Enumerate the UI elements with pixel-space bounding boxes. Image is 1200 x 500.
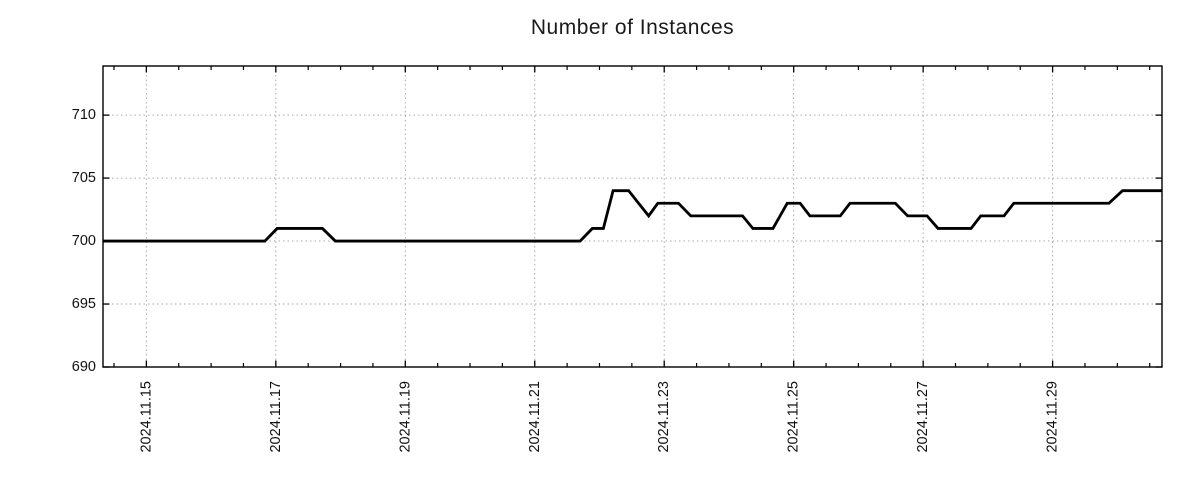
x-tick-label: 2024.11.19 [397, 381, 413, 453]
x-tick-label: 2024.11.27 [915, 381, 931, 453]
plot-border [102, 65, 1163, 368]
x-tick-label: 2024.11.29 [1045, 381, 1061, 453]
y-tick-label: 690 [72, 359, 96, 375]
x-tick-label: 2024.11.21 [527, 381, 543, 453]
x-tick-label: 2024.11.23 [656, 381, 672, 453]
y-tick-label: 710 [72, 107, 96, 123]
y-tick-label: 695 [72, 296, 96, 312]
x-tick-label: 2024.11.17 [268, 381, 284, 453]
chart-title: Number of Instances [530, 16, 735, 39]
x-tick-label: 2024.11.15 [138, 381, 154, 453]
y-tick-label: 705 [72, 170, 96, 186]
data-line [103, 189, 1162, 243]
x-tick-label: 2024.11.25 [786, 381, 802, 453]
y-tick-label: 700 [72, 233, 96, 249]
